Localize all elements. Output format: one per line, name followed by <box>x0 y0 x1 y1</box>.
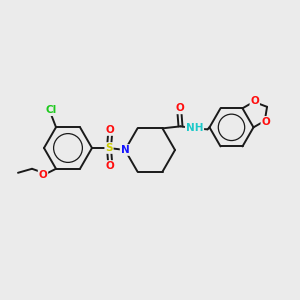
Text: O: O <box>250 96 259 106</box>
Text: O: O <box>261 117 270 127</box>
Text: O: O <box>106 125 114 135</box>
Text: Cl: Cl <box>45 105 57 115</box>
Text: O: O <box>175 103 184 113</box>
Text: N: N <box>121 145 129 155</box>
Text: O: O <box>39 170 47 180</box>
Text: NH: NH <box>186 123 203 133</box>
Text: S: S <box>105 143 113 153</box>
Text: O: O <box>106 161 114 171</box>
